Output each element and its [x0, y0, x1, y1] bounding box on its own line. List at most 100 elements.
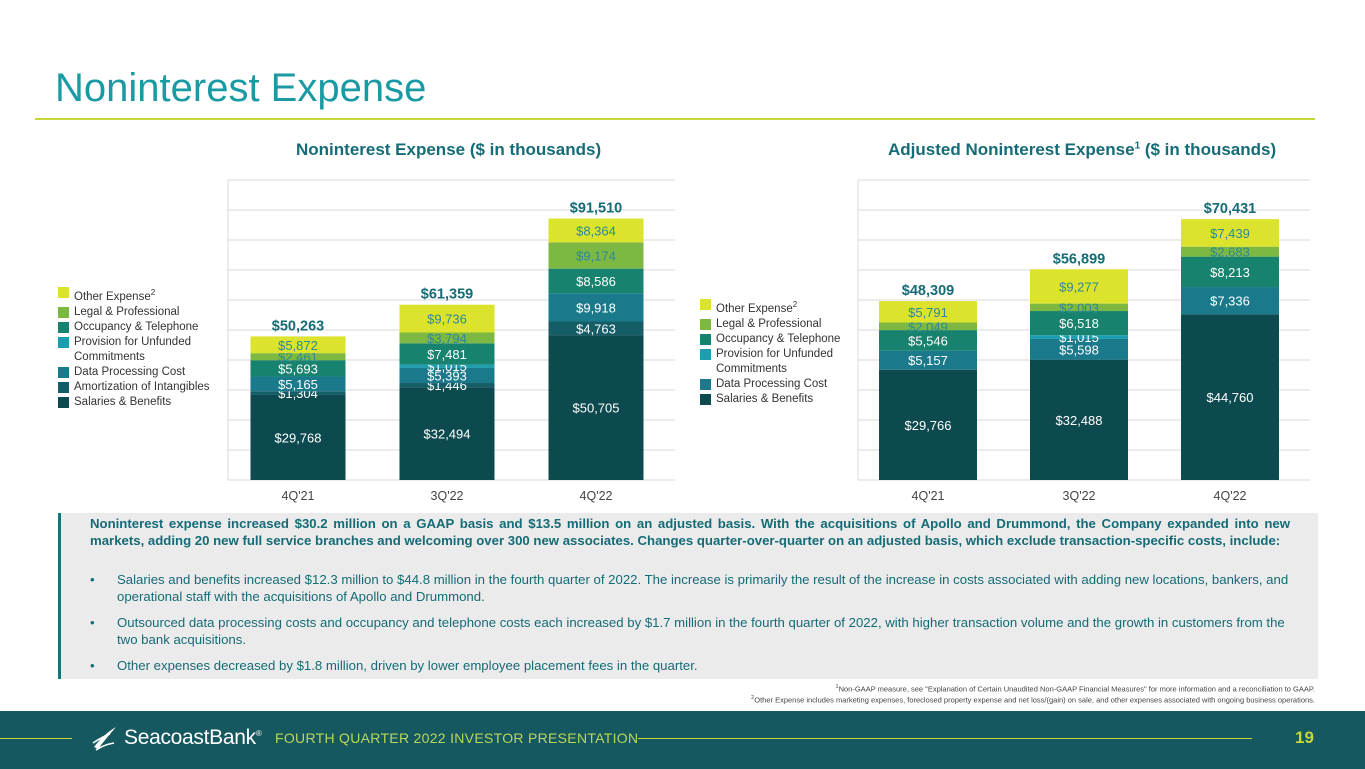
total-label: $48,309: [902, 283, 954, 299]
legend-swatch: [700, 378, 711, 390]
footnotes: 1Non-GAAP measure, see "Explanation of C…: [751, 683, 1315, 705]
bar-segment: [879, 301, 977, 323]
bar-segment: [250, 376, 346, 392]
data-label: $44,760: [1207, 390, 1254, 405]
bar-segment: [250, 353, 346, 361]
bar-segment: [879, 322, 977, 331]
footnote-2-marker: 2: [751, 695, 755, 701]
legend-label: Occupancy & Telephone: [716, 332, 841, 345]
data-label: $2,003: [1059, 300, 1099, 315]
bar-segment: [1181, 246, 1279, 257]
x-tick-label: 4Q'22: [1214, 489, 1247, 503]
legend-item: Salaries & Benefits: [58, 395, 228, 410]
commentary-bullet-text: Outsourced data processing costs and occ…: [117, 615, 1285, 647]
legend-label: Legal & Professional: [716, 317, 822, 330]
legend-label: Salaries & Benefits: [74, 395, 172, 408]
bar-segment: [879, 330, 977, 351]
total-label: $91,510: [570, 201, 622, 217]
commentary-bullet: • Other expenses decreased by $1.8 milli…: [90, 657, 1300, 674]
legend-footnote-ref: 2: [792, 300, 798, 309]
bar-segment: [1030, 359, 1128, 480]
legend-item: Provision for Unfunded Commitments: [58, 335, 228, 365]
footnote-2-text: Other Expense includes marketing expense…: [754, 695, 1315, 705]
data-label: $9,277: [1059, 279, 1099, 294]
legend-item: Occupancy & Telephone: [700, 332, 860, 347]
legend-label: Salaries & Benefits: [716, 392, 814, 405]
bar-segment: [1030, 335, 1128, 339]
legend-item: Legal & Professional: [700, 317, 860, 332]
legend-item: Data Processing Cost: [700, 377, 860, 392]
bar-segment: [1181, 314, 1279, 480]
legend-label: Legal & Professional: [74, 305, 180, 318]
legend-item: Salaries & Benefits: [700, 392, 860, 407]
legend-swatch: [700, 318, 711, 330]
left-chart-legend: Other Expense2 Legal & Professional Occupa…: [58, 285, 228, 410]
total-label: $61,359: [421, 287, 473, 303]
legend-label: Provision for Unfunded Commitments: [74, 335, 191, 363]
data-label: $5,393: [427, 368, 467, 383]
bullet-marker: •: [90, 572, 95, 587]
legend-swatch: [700, 333, 711, 345]
legend-item: Other Expense2: [58, 285, 228, 305]
data-label: $2,049: [908, 319, 948, 334]
legend-item: Other Expense2: [700, 297, 860, 317]
legend-label: Other Expense2: [716, 300, 798, 315]
data-label: $32,494: [424, 427, 471, 442]
right-chart-title: Adjusted Noninterest Expense1 ($ in thou…: [888, 140, 1276, 160]
total-label: $70,431: [1204, 201, 1256, 217]
data-label: $32,488: [1056, 413, 1103, 428]
legend-item: Provision for Unfunded Commitments: [700, 347, 860, 377]
data-label: $8,364: [576, 223, 616, 238]
data-label: $8,586: [576, 274, 616, 289]
data-label: $5,693: [278, 361, 318, 376]
data-label: $8,213: [1210, 265, 1250, 280]
data-label: $50,705: [573, 401, 620, 416]
bar-segment: [250, 391, 346, 395]
legend-label: Provision for Unfunded Commitments: [716, 347, 833, 375]
data-label: $7,481: [427, 347, 467, 362]
legend-swatch: [700, 348, 711, 360]
commentary-lead: Noninterest expense increased $30.2 mill…: [90, 516, 1290, 548]
legend-swatch: [58, 336, 69, 348]
footnote-1-text: Non-GAAP measure, see "Explanation of Ce…: [838, 684, 1315, 694]
bar-segment: [1181, 219, 1279, 247]
data-label: $3,794: [427, 331, 467, 346]
legend-item: Occupancy & Telephone: [58, 320, 228, 335]
footnote-2: 2Other Expense includes marketing expens…: [751, 694, 1315, 705]
page-title: Noninterest Expense: [55, 66, 427, 110]
page-number: 19: [1295, 728, 1314, 747]
footer-presentation-title: FOURTH QUARTER 2022 INVESTOR PRESENTATIO…: [275, 730, 639, 746]
bar-segment: [548, 218, 644, 243]
total-label: $50,263: [272, 318, 324, 334]
seacoast-logo: SeacoastBank®: [92, 722, 262, 754]
legend-label: Occupancy & Telephone: [74, 320, 199, 333]
x-tick-label: 4Q'21: [282, 489, 315, 503]
logo-trademark: ®: [255, 729, 262, 738]
bullet-marker: •: [90, 658, 95, 673]
legend-item: Data Processing Cost: [58, 365, 228, 380]
legend-swatch: [700, 299, 711, 310]
bar-segment: [548, 242, 644, 269]
bar-segment: [879, 369, 977, 480]
commentary-bullet-text: Salaries and benefits increased $12.3 mi…: [117, 572, 1289, 604]
bar-segment: [1181, 256, 1279, 288]
legend-item: Legal & Professional: [58, 305, 228, 320]
legend-label: Other Expense2: [74, 288, 156, 303]
title-divider: [35, 118, 1315, 120]
data-label: $5,165: [278, 377, 318, 392]
bar-segment: [1030, 269, 1128, 304]
x-tick-label: 3Q'22: [1063, 489, 1096, 503]
footer-accent-line-right: [638, 738, 1252, 739]
data-label: $5,872: [278, 338, 318, 353]
bar-segment: [399, 364, 495, 368]
commentary-box: Noninterest expense increased $30.2 mill…: [58, 513, 1318, 679]
bar-segment: [879, 350, 977, 370]
legend-swatch: [58, 306, 69, 318]
data-label: $5,791: [908, 305, 948, 320]
footer-accent-line-left: [0, 738, 72, 739]
bar-segment: [548, 335, 644, 480]
data-label: $5,157: [908, 353, 948, 368]
legend-swatch: [58, 366, 69, 378]
x-tick-label: 4Q'22: [580, 489, 613, 503]
bar-segment: [1030, 311, 1128, 336]
